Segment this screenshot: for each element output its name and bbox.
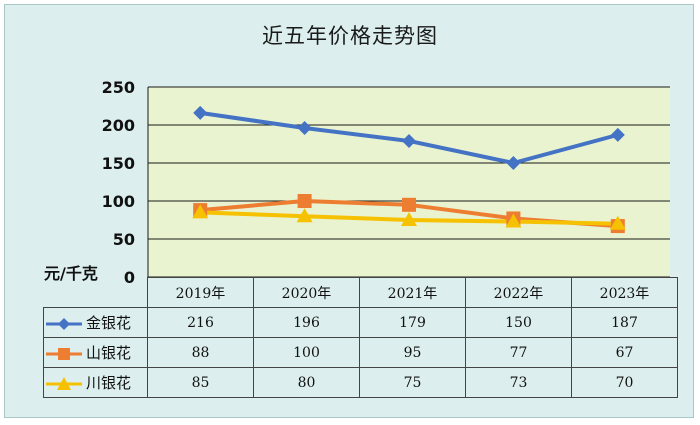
table-row: 金银花 216 196 179 150 187 (43, 307, 678, 338)
series-name: 金银花 (86, 314, 132, 332)
data-label: 85 (147, 367, 254, 398)
category-label: 2020年 (253, 277, 360, 308)
y-tick-label: 100 (102, 192, 135, 211)
data-table: 2019年 2020年 2021年 2022年 2023年 金银花 216 19… (43, 277, 678, 398)
diamond-marker-icon (46, 317, 82, 330)
data-label: 73 (465, 367, 572, 398)
data-label: 80 (253, 367, 360, 398)
data-label: 70 (571, 367, 678, 398)
data-label: 179 (359, 307, 466, 338)
diamond-marker (610, 127, 625, 142)
data-label: 216 (147, 307, 254, 338)
data-label: 88 (147, 337, 254, 368)
data-label: 100 (253, 337, 360, 368)
table-row: 川银花 85 80 75 73 70 (43, 367, 678, 398)
triangle-marker-icon (46, 376, 82, 390)
triangle-marker (505, 213, 522, 228)
y-tick-label: 0 (124, 268, 135, 287)
square-marker (402, 197, 416, 212)
category-label: 2022年 (465, 277, 572, 308)
data-label: 75 (359, 367, 466, 398)
data-label: 95 (359, 337, 466, 368)
category-label: 2019年 (147, 277, 254, 308)
data-label: 67 (571, 337, 678, 368)
y-axis-unit-label: 元/千克 (44, 264, 98, 283)
square-marker-icon (46, 347, 82, 360)
data-label: 150 (465, 307, 572, 338)
legend-entry: 金银花 (43, 307, 148, 338)
data-label: 187 (571, 307, 678, 338)
category-label: 2021年 (359, 277, 466, 308)
y-tick-label: 200 (102, 116, 135, 135)
data-label: 196 (253, 307, 360, 338)
legend-entry: 川银花 (43, 367, 148, 398)
triangle-marker (609, 215, 626, 230)
series-name: 川银花 (86, 374, 132, 392)
series-name: 山银花 (86, 344, 132, 362)
diamond-marker (402, 133, 416, 148)
square-marker (297, 194, 312, 208)
y-tick-label: 50 (113, 230, 135, 249)
data-label: 77 (465, 337, 572, 368)
table-row: 山银花 88 100 95 77 67 (43, 337, 678, 368)
triangle-marker (401, 212, 417, 226)
triangle-marker (192, 204, 209, 219)
chart-title: 近五年价格走势图 (262, 24, 438, 48)
y-tick-label: 250 (102, 78, 135, 97)
category-label: 2023年 (571, 277, 678, 308)
diamond-marker (193, 105, 208, 120)
y-tick-label: 150 (102, 154, 135, 173)
triangle-marker (296, 208, 313, 223)
diamond-marker (506, 156, 521, 170)
legend-entry: 山银花 (43, 337, 148, 368)
table-corner (44, 278, 148, 308)
diamond-marker (297, 121, 312, 136)
table-header-row: 2019年 2020年 2021年 2022年 2023年 (44, 277, 678, 308)
